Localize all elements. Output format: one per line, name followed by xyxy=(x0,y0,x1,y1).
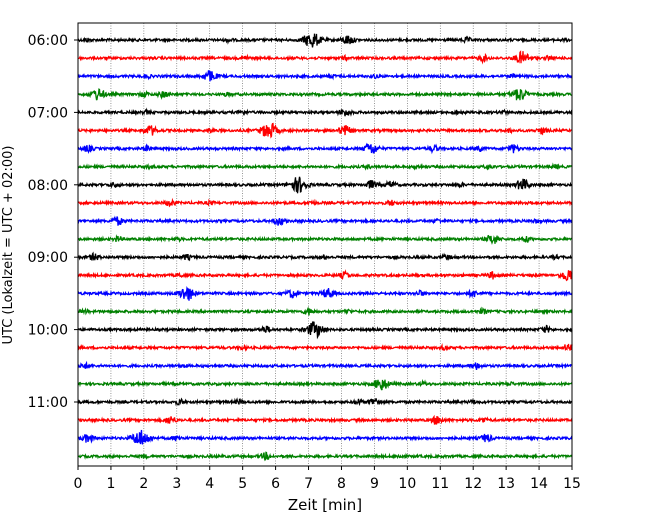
trace-0845 xyxy=(77,234,573,245)
x-tick-label: 6 xyxy=(271,476,280,492)
x-tick-label: 10 xyxy=(398,476,416,492)
trace-0615 xyxy=(77,50,573,65)
x-tick-label: 14 xyxy=(530,476,548,492)
trace-0900 xyxy=(77,251,573,262)
x-tick-label: 7 xyxy=(304,476,313,492)
y-tick-label: 09:00 xyxy=(28,250,68,266)
x-tick-label: 12 xyxy=(464,476,482,492)
plot-frame xyxy=(77,22,573,467)
trace-0945 xyxy=(77,306,573,316)
x-tick-label: 5 xyxy=(238,476,247,492)
x-tick-label: 0 xyxy=(74,476,83,492)
x-tick-label: 3 xyxy=(172,476,181,492)
trace-1030 xyxy=(77,360,573,370)
y-tick-label: 06:00 xyxy=(28,33,68,49)
x-tick-label: 4 xyxy=(205,476,214,492)
plot-area xyxy=(77,23,573,466)
trace-1015 xyxy=(77,343,573,352)
y-tick-label: 07:00 xyxy=(28,105,68,121)
y-tick-label: 10:00 xyxy=(28,323,68,339)
x-tick-label: 8 xyxy=(337,476,346,492)
x-tick-label: 13 xyxy=(497,476,515,492)
trace-0600 xyxy=(77,33,573,48)
x-tick-label: 15 xyxy=(563,476,581,492)
trace-0830 xyxy=(77,215,573,226)
x-tick-label: 9 xyxy=(370,476,379,492)
trace-1130 xyxy=(77,429,573,445)
trace-0645 xyxy=(77,88,573,101)
trace-0745 xyxy=(77,162,573,171)
y-tick-label: 08:00 xyxy=(28,178,68,194)
trace-0715 xyxy=(77,122,573,139)
x-axis-label: Zeit [min] xyxy=(288,496,362,514)
trace-0800 xyxy=(77,176,573,194)
x-tick-label: 11 xyxy=(431,476,449,492)
trace-1000 xyxy=(77,321,573,340)
trace-0915 xyxy=(77,269,573,282)
trace-0700 xyxy=(77,107,573,117)
trace-1045 xyxy=(77,378,573,391)
trace-1100 xyxy=(77,397,573,407)
trace-1115 xyxy=(77,414,573,425)
trace-1145 xyxy=(77,451,573,462)
trace-0630 xyxy=(77,70,573,82)
y-axis-label: UTC (Lokalzeit = UTC + 02:00) xyxy=(1,146,16,345)
trace-0930 xyxy=(77,285,573,301)
y-tick-label: 11:00 xyxy=(28,395,68,411)
x-tick-label: 1 xyxy=(106,476,115,492)
x-tick-label: 2 xyxy=(139,476,148,492)
trace-0730 xyxy=(77,142,573,155)
trace-0815 xyxy=(77,197,573,208)
